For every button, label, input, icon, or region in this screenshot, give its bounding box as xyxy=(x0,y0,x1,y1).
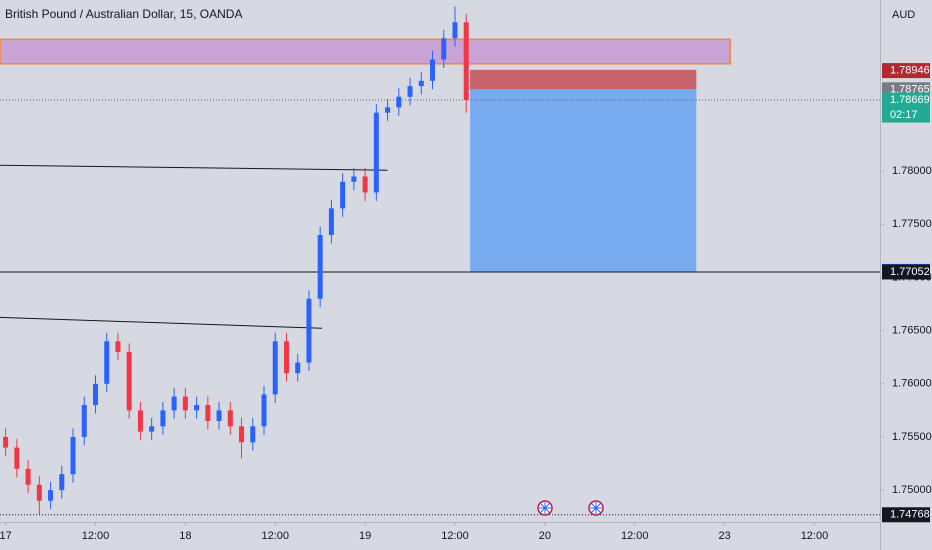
candle-body xyxy=(137,410,143,432)
price-tag-label: 1.77052 xyxy=(890,266,930,278)
price-tag-label: 1.78946 xyxy=(890,64,930,76)
candle-body xyxy=(396,96,402,108)
candle-body xyxy=(306,298,312,363)
candle-body xyxy=(216,410,222,422)
zone xyxy=(0,38,731,65)
candle-body xyxy=(261,394,267,427)
candle-body xyxy=(126,351,132,411)
candle-body xyxy=(328,208,334,235)
candle-body xyxy=(373,112,379,193)
candle-body xyxy=(317,234,323,299)
candle-body xyxy=(452,22,458,39)
candle-body xyxy=(283,341,289,374)
y-tick-label: 1.75500 xyxy=(892,431,932,443)
candle-body xyxy=(407,86,413,97)
candle-body xyxy=(227,410,233,427)
event-flag xyxy=(590,502,602,514)
candle-body xyxy=(104,341,110,384)
y-tick-label: 1.78000 xyxy=(892,165,932,177)
candle-body xyxy=(3,436,9,448)
candle-body xyxy=(14,447,20,469)
x-tick-label: 20 xyxy=(539,530,551,542)
trendline xyxy=(0,316,323,329)
x-tick-label: 19 xyxy=(359,530,371,542)
y-tick-label: 1.76500 xyxy=(892,325,932,337)
candle-body xyxy=(81,405,87,437)
countdown: 02:17 xyxy=(890,109,918,121)
candle-body xyxy=(340,181,346,209)
x-tick-label: 18 xyxy=(179,530,191,542)
candle-body xyxy=(115,341,121,352)
zone xyxy=(470,69,697,91)
candle-body xyxy=(70,436,76,475)
x-tick-label: 12:00 xyxy=(621,530,649,542)
candle-body xyxy=(171,396,177,411)
price-tag xyxy=(882,507,930,523)
candle-body xyxy=(441,38,447,60)
y-tick-label: 1.77500 xyxy=(892,218,932,230)
y-tick-label: 1.75000 xyxy=(892,484,932,496)
price-tag xyxy=(882,264,930,280)
zone xyxy=(470,89,697,273)
trendline xyxy=(0,164,388,171)
price-tag-label: 1.78669 xyxy=(890,94,930,106)
candle-body xyxy=(48,490,54,501)
candle-body xyxy=(149,426,155,432)
plot-area xyxy=(0,6,880,516)
event-icons xyxy=(537,500,604,516)
chart-title: British Pound / Australian Dollar, 15, O… xyxy=(5,7,242,21)
y-tick-label: 1.76000 xyxy=(892,378,932,390)
candle-body xyxy=(463,22,469,100)
x-tick-label: 12:00 xyxy=(82,530,110,542)
candle-body xyxy=(25,468,31,485)
x-tick-label: 12:00 xyxy=(441,530,469,542)
price-tag xyxy=(882,92,930,123)
candle-body xyxy=(272,341,278,395)
event-flag xyxy=(539,502,551,514)
candle-body xyxy=(351,176,357,182)
candle-body xyxy=(205,405,211,422)
candle-body xyxy=(160,410,166,427)
x-tick-label: 12:00 xyxy=(801,530,829,542)
candle-body xyxy=(250,426,256,443)
x-tick-label: 12:00 xyxy=(261,530,289,542)
x-tick-label: 17 xyxy=(0,530,12,542)
candle-body xyxy=(36,484,42,501)
price-tag-label: 1.74768 xyxy=(890,509,930,521)
candle-body xyxy=(194,405,200,411)
candle-body xyxy=(59,474,65,491)
candle-body xyxy=(362,176,368,193)
candle-body xyxy=(182,396,188,411)
candle-body xyxy=(430,59,436,81)
x-tick-label: 23 xyxy=(718,530,730,542)
candle-body xyxy=(92,383,98,406)
y-unit: AUD xyxy=(892,9,915,21)
candle-body xyxy=(295,362,301,374)
candle-body xyxy=(239,426,245,443)
candle-body xyxy=(418,80,424,87)
price-tag xyxy=(882,63,930,79)
candle-body xyxy=(385,107,391,113)
